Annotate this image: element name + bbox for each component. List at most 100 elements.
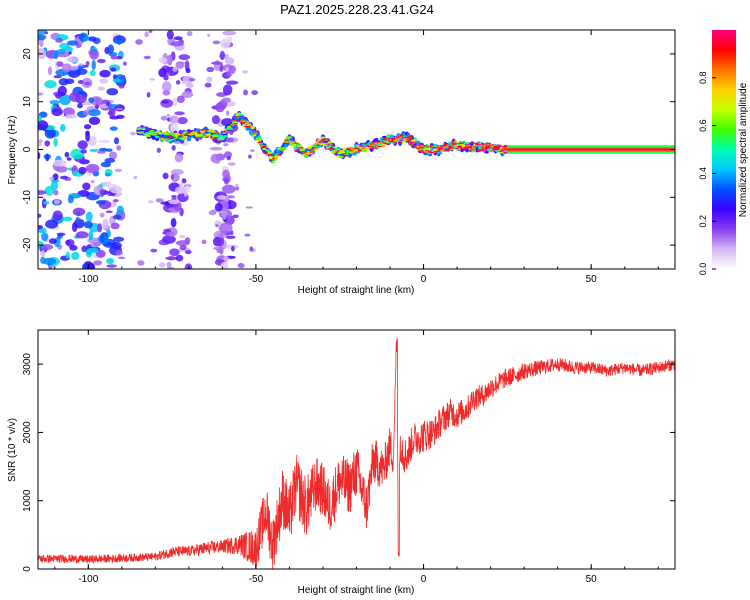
snr-x-tick-label: -100 bbox=[78, 574, 98, 585]
spectrogram-noise-cell bbox=[251, 90, 259, 96]
spectrogram-ridge-cell bbox=[300, 154, 306, 156]
spectrogram-noise-cell bbox=[44, 140, 51, 147]
spectrogram-noise-cell bbox=[65, 239, 71, 246]
spectrogram-noise-cell bbox=[48, 264, 56, 268]
spectrogram-noise-cell bbox=[112, 74, 117, 80]
spectrogram-ridge-cell bbox=[293, 142, 299, 144]
spectrogram-noise-cell bbox=[88, 36, 97, 42]
spectrogram-ridge-cell bbox=[344, 155, 349, 157]
spectrogram-ridge-cell bbox=[186, 136, 192, 142]
spectrogram-ridge-cell bbox=[262, 147, 267, 150]
spectrogram-noise-cell bbox=[185, 250, 192, 255]
spectrogram-ridge-cell bbox=[471, 149, 477, 151]
spectrogram-noise-cell bbox=[175, 240, 190, 246]
spectrogram-noise-cell bbox=[102, 218, 109, 229]
spectrogram-noise-cell bbox=[67, 56, 79, 63]
spectrogram-ridge-cell bbox=[225, 131, 230, 133]
spectrogram-ridge-cell bbox=[241, 122, 247, 124]
spectrogram-noise-cell bbox=[106, 88, 119, 96]
spectrogram-noise-cell bbox=[69, 244, 78, 251]
spectrogram-noise-cell bbox=[104, 158, 116, 163]
spectrogram-noise-cell bbox=[149, 78, 156, 81]
spectrogram-ridge-cell bbox=[304, 154, 309, 158]
spectrogram-ridge-cell bbox=[228, 128, 233, 131]
spectrogram-ridge-cell bbox=[335, 149, 341, 151]
spectrogram-ridge-cell bbox=[283, 143, 289, 148]
spectrogram-noise-cell bbox=[160, 115, 168, 121]
spectrogram-noise-cell bbox=[47, 66, 52, 76]
spectrogram-ridge-cell bbox=[428, 146, 433, 148]
spectrogram-ridge-cell bbox=[407, 135, 413, 139]
spectrogram-noise-cell bbox=[185, 82, 194, 89]
spectrogram-ridge-cell bbox=[195, 136, 200, 138]
spectrogram-noise-cell bbox=[41, 232, 49, 242]
spectrogram-noise-cell bbox=[170, 194, 177, 198]
spectrogram-ridge-cell bbox=[444, 148, 450, 150]
spectrogram-noise-cell bbox=[216, 248, 222, 254]
spectrogram-ridge-cell bbox=[357, 149, 363, 152]
spectrogram-ridge-cell bbox=[136, 131, 141, 133]
spectrogram-noise-cell bbox=[77, 103, 83, 109]
spectrogram-noise-cell bbox=[56, 48, 68, 55]
spectrogram-ridge-cell bbox=[245, 121, 250, 123]
spectrogram-noise-cell bbox=[222, 84, 233, 96]
spectrogram-noise-cell bbox=[75, 68, 88, 75]
spectrogram-noise-cell bbox=[226, 36, 233, 43]
snr-x-tick-label: 50 bbox=[586, 574, 598, 585]
spectrogram-noise-cell bbox=[167, 68, 171, 75]
spectrogram-ridge-cell bbox=[361, 147, 366, 150]
spectrogram-ridge-cell bbox=[290, 144, 295, 146]
spectrogram-noise-cell bbox=[144, 31, 149, 38]
spectrogram-ridge-cell bbox=[391, 137, 396, 140]
spectrogram-ridge-cell bbox=[236, 116, 242, 119]
spectrogram-ridge-cell bbox=[399, 139, 404, 141]
spectrogram-noise-cell bbox=[84, 81, 91, 86]
spectrogram-noise-cell bbox=[176, 95, 185, 103]
spectrogram-noise-cell bbox=[44, 31, 48, 35]
spectrogram-noise-cell bbox=[170, 218, 177, 228]
spectrogram-ridge-cell bbox=[176, 133, 182, 136]
spectrogram-noise-cell bbox=[112, 201, 117, 207]
spectrogram-ridge-cell bbox=[255, 138, 260, 141]
spectrogram-noise-cell bbox=[96, 150, 106, 154]
chart-title: PAZ1.2025.228.23.41.G24 bbox=[280, 2, 434, 17]
spectrogram-ridge-cell bbox=[459, 142, 465, 144]
spectrogram-noise-cell bbox=[106, 104, 120, 108]
spectrogram-ridge-cell bbox=[449, 148, 455, 151]
spectrogram-noise-cell bbox=[214, 203, 223, 212]
spectrogram-ridge-cell bbox=[436, 150, 441, 152]
colorbar-label: Normalized spectral amplitude bbox=[738, 82, 749, 217]
spectrogram-ridge-cell bbox=[304, 151, 309, 153]
spectrogram-ridge-cell bbox=[265, 149, 270, 152]
spectrogram-noise-cell bbox=[88, 230, 94, 241]
spectrogram-noise-cell bbox=[156, 147, 161, 153]
colorbar-tick-label: 0.8 bbox=[698, 72, 708, 85]
spectrogram-noise-cell bbox=[221, 184, 236, 194]
spectrogram-ridge-cell bbox=[205, 136, 210, 138]
spectrogram-ridge-cell bbox=[332, 146, 337, 149]
spectrogram-noise-cell bbox=[166, 54, 173, 66]
spectrogram-noise-cell bbox=[115, 250, 124, 256]
spectrogram-ridge-cell bbox=[312, 144, 317, 148]
spectrogram-noise-cell bbox=[50, 181, 59, 190]
spectrogram-ridge-cell bbox=[354, 149, 359, 152]
snr-y-tick-label: 0 bbox=[22, 566, 33, 572]
spectrogram-ridge-cell bbox=[314, 143, 319, 145]
spectrogram-noise-cell bbox=[172, 97, 178, 107]
spectrogram-ridge-cell bbox=[418, 143, 423, 145]
spectrogram-x-tick-label: -50 bbox=[249, 274, 264, 285]
spectrogram-ridge-cell bbox=[258, 142, 264, 144]
spectrogram-ridge-cell bbox=[228, 127, 233, 130]
spectrogram-ridge-cell bbox=[168, 139, 173, 142]
spectrogram-noise-cell bbox=[116, 145, 122, 151]
spectrogram-noise-cell bbox=[42, 257, 57, 266]
spectrogram-noise-cell bbox=[44, 80, 57, 89]
spectrogram-noise-cell bbox=[87, 109, 101, 117]
spectrogram-noise-cell bbox=[106, 257, 115, 265]
spectrogram-ridge-cell bbox=[320, 136, 326, 139]
spectrogram-ridge-cell bbox=[285, 142, 290, 144]
spectrogram-ridge-cell bbox=[146, 135, 151, 138]
spectrogram-noise-cell bbox=[121, 74, 126, 78]
spectrogram-y-tick-label: -20 bbox=[22, 237, 33, 252]
